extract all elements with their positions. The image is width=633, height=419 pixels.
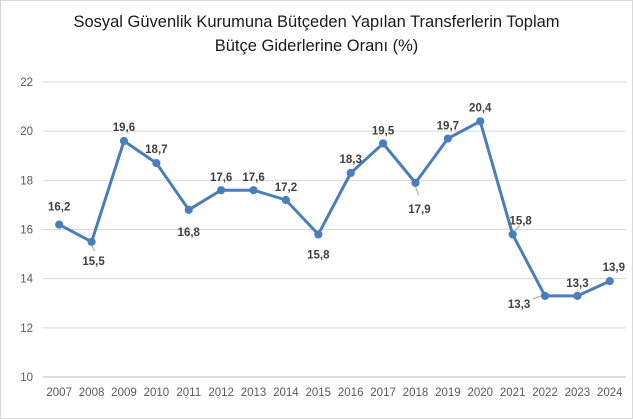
x-tick-label: 2015 bbox=[306, 387, 332, 399]
x-tick-label: 2020 bbox=[467, 387, 493, 399]
data-label: 13,9 bbox=[603, 262, 625, 274]
data-label: 17,6 bbox=[210, 172, 232, 184]
data-point bbox=[508, 230, 517, 239]
data-point bbox=[411, 178, 420, 187]
data-point bbox=[217, 186, 226, 195]
x-tick-label: 2007 bbox=[46, 387, 72, 399]
data-label: 17,9 bbox=[408, 204, 430, 216]
y-tick-label: 16 bbox=[20, 225, 33, 237]
data-point bbox=[573, 291, 582, 300]
data-point bbox=[476, 117, 485, 126]
data-label: 15,8 bbox=[509, 215, 532, 227]
data-point bbox=[87, 237, 96, 246]
y-tick-label: 20 bbox=[20, 126, 33, 138]
data-label: 16,8 bbox=[178, 227, 201, 239]
x-tick-label: 2024 bbox=[597, 387, 623, 399]
data-point bbox=[443, 134, 452, 143]
data-label: 18,7 bbox=[145, 144, 167, 156]
y-tick-label: 22 bbox=[20, 77, 33, 89]
leader-line bbox=[415, 186, 419, 195]
data-point bbox=[119, 136, 129, 146]
x-tick-label: 2013 bbox=[241, 387, 267, 399]
x-axis-tick-labels: 2007 2008 2009 2010 2011 2012 2013 2014 2015 2016… bbox=[46, 387, 623, 399]
x-tick-label: 2010 bbox=[144, 387, 170, 399]
y-tick-label: 14 bbox=[20, 274, 33, 286]
data-point bbox=[55, 220, 64, 229]
chart-title: Sosyal Güvenlik Kurumuna Bütçeden Yapıla… bbox=[0, 10, 633, 58]
x-tick-label: 2018 bbox=[403, 387, 429, 399]
data-point bbox=[314, 230, 323, 239]
data-label: 19,7 bbox=[437, 121, 459, 133]
data-label: 13,3 bbox=[566, 278, 588, 290]
data-point bbox=[152, 159, 161, 168]
data-point bbox=[378, 139, 388, 148]
x-tick-label: 2021 bbox=[500, 387, 526, 399]
data-label: 16,2 bbox=[48, 202, 70, 214]
x-tick-label: 2022 bbox=[532, 387, 558, 399]
chart-title-line-1: Sosyal Güvenlik Kurumuna Bütçeden Yapıla… bbox=[73, 13, 560, 31]
data-label-leader-lines bbox=[91, 186, 542, 300]
data-point bbox=[605, 277, 614, 286]
y-axis-tick-labels: 10 12 14 16 18 20 22 bbox=[20, 77, 33, 384]
chart-title-line-2: Bütçe Giderlerine Oranı (%) bbox=[214, 37, 419, 55]
data-point bbox=[540, 291, 550, 300]
gridlines bbox=[43, 81, 626, 378]
data-label: 17,6 bbox=[242, 172, 264, 184]
leader-line bbox=[532, 295, 542, 300]
data-labels: 16,2 15,5 19,6 18,7 16,8 17,6 17,6 17,2 15,8 18,3… bbox=[48, 102, 625, 311]
data-label: 19,5 bbox=[372, 125, 395, 137]
series-line-path bbox=[57, 119, 612, 298]
x-tick-label: 2023 bbox=[565, 387, 591, 399]
leader-line bbox=[514, 225, 521, 232]
series-line bbox=[57, 119, 612, 298]
x-tick-label: 2016 bbox=[338, 387, 364, 399]
x-tick-label: 2019 bbox=[435, 387, 461, 399]
data-label: 15,8 bbox=[307, 249, 330, 261]
data-label: 20,4 bbox=[469, 102, 492, 114]
x-tick-label: 2011 bbox=[176, 387, 201, 399]
data-label: 19,6 bbox=[113, 122, 135, 134]
x-tick-label: 2017 bbox=[370, 387, 396, 399]
data-point bbox=[281, 195, 291, 205]
x-tick-label: 2009 bbox=[111, 387, 137, 399]
x-tick-label: 2008 bbox=[79, 387, 105, 399]
data-label: 13,3 bbox=[508, 299, 530, 311]
data-points bbox=[55, 117, 614, 300]
data-label: 18,3 bbox=[339, 154, 361, 166]
data-label: 17,2 bbox=[275, 182, 297, 194]
x-tick-label: 2012 bbox=[208, 387, 234, 399]
data-point bbox=[249, 186, 258, 195]
y-tick-label: 10 bbox=[20, 372, 33, 384]
x-tick-label: 2014 bbox=[273, 387, 299, 399]
data-point bbox=[184, 205, 193, 214]
y-tick-label: 18 bbox=[20, 175, 33, 187]
data-label: 15,5 bbox=[82, 256, 105, 268]
data-point bbox=[346, 168, 355, 178]
y-tick-label: 12 bbox=[20, 323, 33, 335]
